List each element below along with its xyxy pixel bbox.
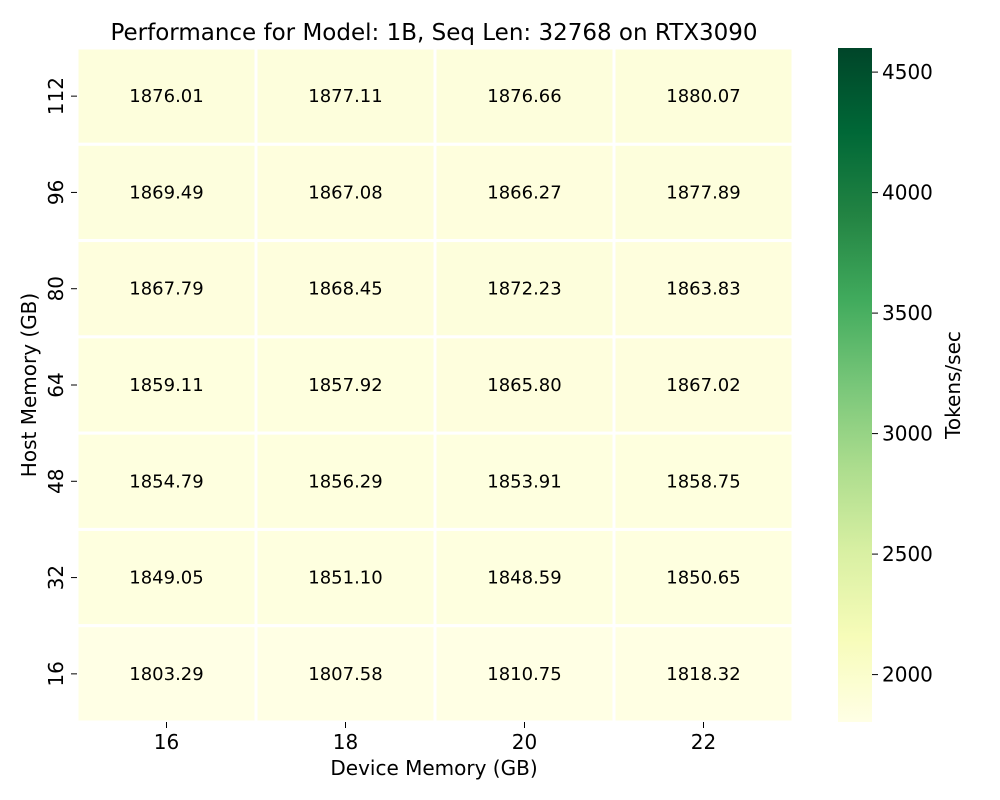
colorbar <box>838 48 872 722</box>
heatmap-cell <box>612 239 795 339</box>
colorbar-tick-label: 3000 <box>882 422 933 446</box>
heatmap-cell <box>612 142 795 243</box>
cell-value-label: 1849.05 <box>129 568 203 589</box>
y-tick-label: 16 <box>44 661 68 686</box>
x-tick-label: 22 <box>691 730 716 754</box>
cell-value-label: 1868.45 <box>308 279 382 300</box>
heatmap-cell <box>433 431 616 531</box>
x-axis-label: Device Memory (GB) <box>330 756 537 780</box>
cell-value-label: 1858.75 <box>666 471 740 492</box>
y-tick-label: 32 <box>44 565 68 590</box>
y-tick-label: 80 <box>44 276 68 301</box>
colorbar-ticks: 2000 2500 3000 3500 4000 4500 <box>872 60 933 687</box>
x-tick-label: 16 <box>154 730 179 754</box>
cell-value-label: 1857.92 <box>308 375 382 396</box>
heatmap-cells: 1876.01 1877.11 1876.66 1880.07 1869.49 1867.… <box>75 46 795 724</box>
cell-value-label: 1876.66 <box>487 86 561 107</box>
y-tick-label: 96 <box>44 180 68 205</box>
colorbar-label: Tokens/sec <box>941 331 965 440</box>
cell-value-label: 1853.91 <box>487 471 561 492</box>
heatmap-cell <box>254 527 437 628</box>
heatmap-cell <box>75 527 258 628</box>
heatmap-cell <box>612 46 795 146</box>
heatmap-cell <box>254 46 437 146</box>
cell-value-label: 1850.65 <box>666 568 740 589</box>
colorbar-tick-label: 2000 <box>882 663 933 687</box>
cell-value-label: 1810.75 <box>487 664 561 685</box>
cell-value-label: 1854.79 <box>129 471 203 492</box>
y-axis-label: Host Memory (GB) <box>17 293 41 477</box>
heatmap-cell <box>433 527 616 628</box>
colorbar-tick-label: 4500 <box>882 60 933 84</box>
x-tick-label: 18 <box>333 730 358 754</box>
cell-value-label: 1863.83 <box>666 279 740 300</box>
y-tick-label: 64 <box>44 372 68 397</box>
colorbar-tick-label: 4000 <box>882 181 933 205</box>
cell-value-label: 1876.01 <box>129 86 203 107</box>
cell-value-label: 1872.23 <box>487 279 561 300</box>
cell-value-label: 1867.02 <box>666 375 740 396</box>
heatmap-cell <box>254 142 437 243</box>
y-tick-label: 48 <box>44 469 68 494</box>
cell-value-label: 1877.11 <box>308 86 382 107</box>
x-axis-ticks: 16 18 20 22 <box>154 722 716 754</box>
cell-value-label: 1867.08 <box>308 182 382 203</box>
heatmap-cell <box>612 624 795 724</box>
heatmap-cell <box>254 431 437 531</box>
heatmap-cell <box>433 624 616 724</box>
colorbar-tick-label: 2500 <box>882 542 933 566</box>
y-tick-label: 112 <box>44 77 68 115</box>
cell-value-label: 1807.58 <box>308 664 382 685</box>
heatmap-cell <box>612 527 795 628</box>
cell-value-label: 1867.79 <box>129 279 203 300</box>
cell-value-label: 1880.07 <box>666 86 740 107</box>
y-axis-ticks: 112 96 80 64 48 32 16 <box>44 77 77 687</box>
heatmap-cell <box>254 239 437 339</box>
heatmap-cell <box>254 335 437 435</box>
heatmap-cell <box>612 335 795 435</box>
colorbar-tick-label: 3500 <box>882 301 933 325</box>
x-tick-label: 20 <box>512 730 537 754</box>
cell-value-label: 1866.27 <box>487 182 561 203</box>
cell-value-label: 1865.80 <box>487 375 561 396</box>
cell-value-label: 1851.10 <box>308 568 382 589</box>
cell-value-label: 1877.89 <box>666 182 740 203</box>
cell-value-label: 1803.29 <box>129 664 203 685</box>
cell-value-label: 1859.11 <box>129 375 203 396</box>
chart-title: Performance for Model: 1B, Seq Len: 3276… <box>110 20 757 46</box>
cell-value-label: 1856.29 <box>308 471 382 492</box>
cell-value-label: 1818.32 <box>666 664 740 685</box>
heatmap-cell <box>612 431 795 531</box>
cell-value-label: 1869.49 <box>129 182 203 203</box>
cell-value-label: 1848.59 <box>487 568 561 589</box>
